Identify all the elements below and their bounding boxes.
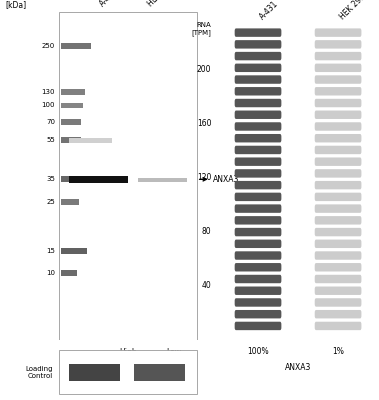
FancyBboxPatch shape [61, 119, 81, 125]
FancyBboxPatch shape [235, 216, 281, 224]
FancyBboxPatch shape [315, 52, 362, 60]
FancyBboxPatch shape [315, 204, 362, 213]
Text: 80: 80 [202, 227, 211, 236]
FancyBboxPatch shape [315, 99, 362, 107]
FancyBboxPatch shape [315, 40, 362, 48]
FancyBboxPatch shape [235, 40, 281, 48]
FancyBboxPatch shape [235, 75, 281, 84]
FancyBboxPatch shape [315, 122, 362, 131]
FancyBboxPatch shape [235, 122, 281, 131]
FancyBboxPatch shape [235, 298, 281, 307]
FancyBboxPatch shape [315, 240, 362, 248]
FancyBboxPatch shape [235, 146, 281, 154]
FancyBboxPatch shape [235, 169, 281, 178]
FancyBboxPatch shape [235, 275, 281, 283]
FancyBboxPatch shape [69, 138, 112, 142]
Text: [kDa]: [kDa] [6, 0, 27, 9]
FancyBboxPatch shape [235, 286, 281, 295]
FancyBboxPatch shape [315, 228, 362, 236]
FancyBboxPatch shape [235, 110, 281, 119]
Text: 250: 250 [42, 44, 55, 50]
FancyBboxPatch shape [235, 181, 281, 189]
FancyBboxPatch shape [315, 193, 362, 201]
FancyBboxPatch shape [315, 275, 362, 283]
FancyBboxPatch shape [315, 87, 362, 96]
FancyBboxPatch shape [61, 44, 91, 49]
Text: 160: 160 [197, 119, 211, 128]
FancyBboxPatch shape [61, 176, 81, 182]
FancyBboxPatch shape [315, 134, 362, 142]
FancyBboxPatch shape [235, 52, 281, 60]
FancyBboxPatch shape [61, 199, 79, 205]
FancyBboxPatch shape [61, 270, 77, 276]
FancyBboxPatch shape [61, 137, 81, 143]
FancyBboxPatch shape [61, 248, 86, 254]
Text: 55: 55 [46, 137, 55, 143]
Text: 15: 15 [46, 248, 55, 254]
FancyBboxPatch shape [315, 310, 362, 318]
FancyBboxPatch shape [315, 158, 362, 166]
Text: 70: 70 [46, 119, 55, 125]
Text: 200: 200 [197, 65, 211, 74]
Text: High: High [119, 348, 137, 357]
FancyBboxPatch shape [315, 110, 362, 119]
FancyBboxPatch shape [315, 169, 362, 178]
Text: Low: Low [166, 348, 181, 357]
FancyBboxPatch shape [315, 286, 362, 295]
FancyBboxPatch shape [235, 28, 281, 37]
Text: 35: 35 [46, 176, 55, 182]
FancyBboxPatch shape [315, 298, 362, 307]
FancyBboxPatch shape [235, 64, 281, 72]
FancyBboxPatch shape [61, 102, 83, 108]
FancyBboxPatch shape [235, 158, 281, 166]
FancyBboxPatch shape [235, 251, 281, 260]
FancyBboxPatch shape [315, 146, 362, 154]
Text: 10: 10 [46, 270, 55, 276]
Text: A-431: A-431 [258, 0, 280, 22]
FancyBboxPatch shape [315, 251, 362, 260]
Text: 1%: 1% [332, 346, 344, 356]
Text: HEK 293: HEK 293 [146, 0, 175, 9]
FancyBboxPatch shape [315, 28, 362, 37]
FancyBboxPatch shape [59, 350, 197, 394]
FancyBboxPatch shape [235, 134, 281, 142]
Text: 40: 40 [202, 281, 211, 290]
FancyBboxPatch shape [235, 99, 281, 107]
Text: RNA
[TPM]: RNA [TPM] [191, 22, 211, 36]
FancyBboxPatch shape [235, 240, 281, 248]
FancyBboxPatch shape [315, 322, 362, 330]
FancyBboxPatch shape [315, 64, 362, 72]
Text: 100: 100 [42, 102, 55, 108]
FancyBboxPatch shape [235, 310, 281, 318]
FancyBboxPatch shape [61, 90, 85, 95]
FancyBboxPatch shape [138, 178, 187, 182]
Text: A-431: A-431 [99, 0, 121, 9]
FancyBboxPatch shape [315, 216, 362, 224]
FancyBboxPatch shape [235, 228, 281, 236]
Text: HEK 293: HEK 293 [338, 0, 367, 22]
FancyBboxPatch shape [315, 181, 362, 189]
Text: 120: 120 [197, 173, 211, 182]
FancyBboxPatch shape [59, 12, 197, 340]
FancyBboxPatch shape [235, 87, 281, 96]
Text: 25: 25 [46, 199, 55, 205]
Text: 130: 130 [42, 89, 55, 95]
FancyBboxPatch shape [235, 263, 281, 272]
FancyBboxPatch shape [134, 364, 185, 381]
Text: ANXA3: ANXA3 [213, 175, 239, 184]
FancyBboxPatch shape [69, 364, 120, 381]
Text: Loading
Control: Loading Control [25, 366, 53, 378]
FancyBboxPatch shape [235, 193, 281, 201]
FancyBboxPatch shape [235, 322, 281, 330]
FancyBboxPatch shape [69, 176, 128, 183]
FancyBboxPatch shape [315, 263, 362, 272]
FancyBboxPatch shape [235, 204, 281, 213]
FancyBboxPatch shape [315, 75, 362, 84]
Text: ANXA3: ANXA3 [285, 363, 311, 372]
Text: 100%: 100% [247, 346, 269, 356]
